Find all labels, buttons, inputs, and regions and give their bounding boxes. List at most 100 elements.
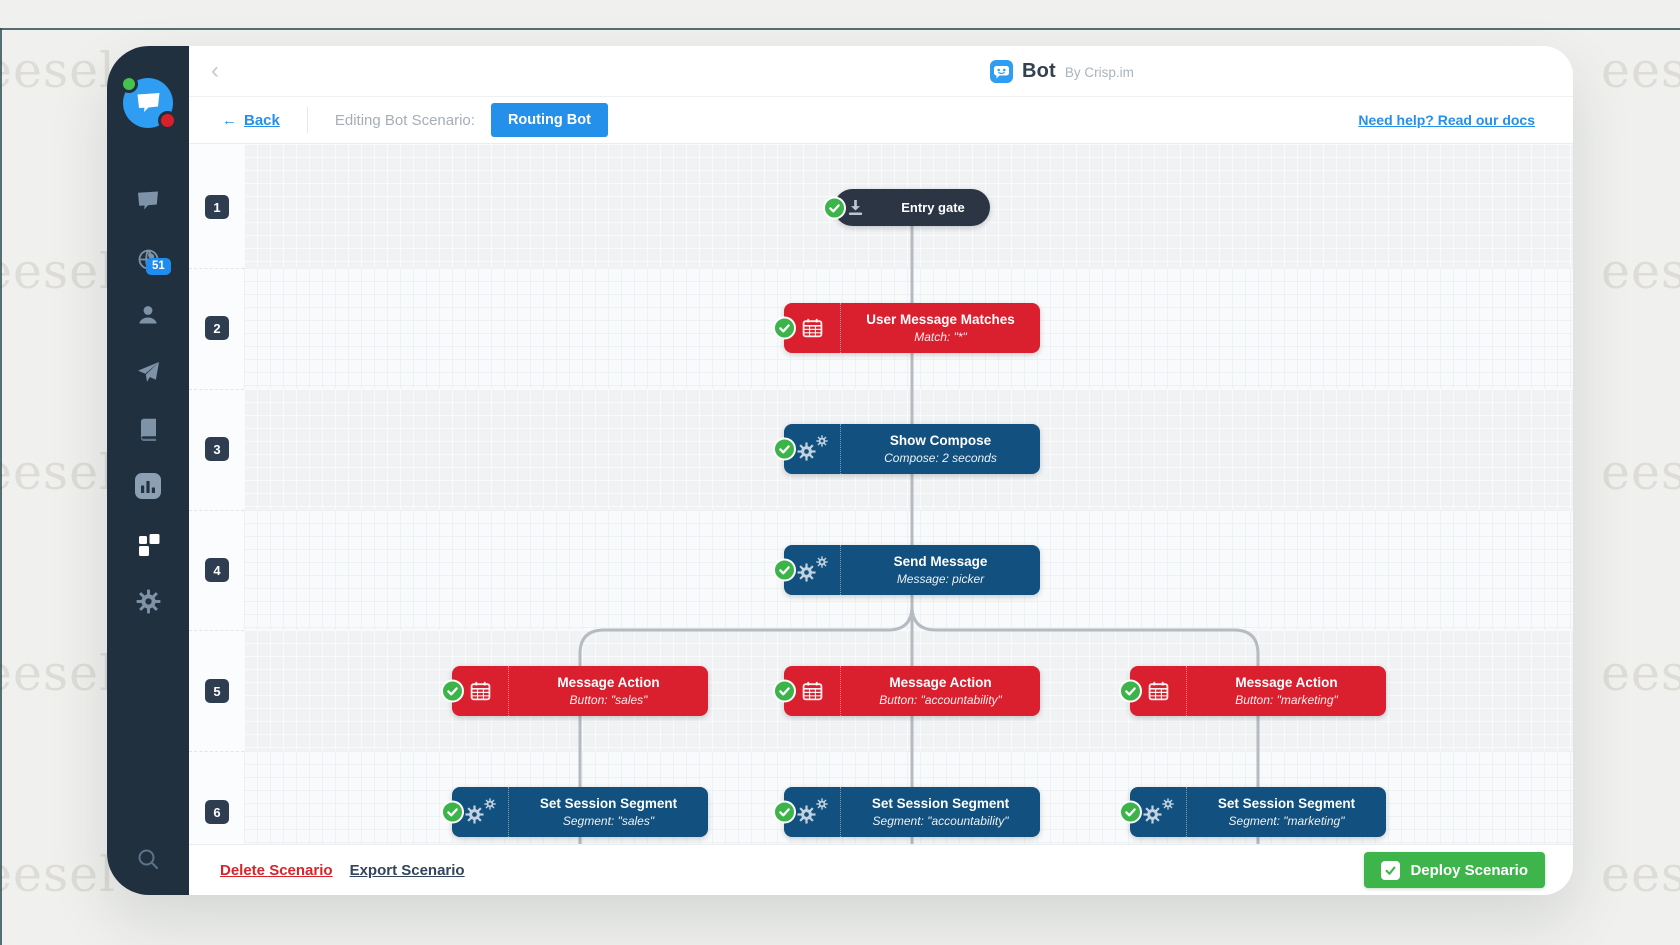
check-badge — [773, 316, 796, 340]
scenario-toolbar: ← Back Editing Bot Scenario: Routing Bot… — [189, 97, 1573, 144]
gutter-cell — [189, 630, 244, 752]
node-title: User Message Matches — [866, 311, 1015, 327]
help-docs-link[interactable]: Need help? Read our docs — [1358, 112, 1535, 128]
deploy-scenario-button[interactable]: Deploy Scenario — [1364, 852, 1545, 888]
sidebar-item-contacts[interactable] — [133, 302, 163, 328]
node-title: Message Action — [557, 674, 660, 690]
node-message-action-marketing[interactable]: Message Action Button: "marketing" — [1119, 666, 1386, 716]
sidebar-item-search[interactable] — [133, 846, 163, 872]
gutter-cell — [189, 389, 244, 511]
bar-chart-icon — [135, 473, 161, 499]
sidebar-item-visitors[interactable]: 51 — [133, 246, 171, 275]
node-subtitle: Button: "accountability" — [879, 693, 1002, 708]
page-frame-left-line — [0, 28, 2, 945]
row-number-badge: 5 — [205, 679, 229, 703]
watermark-text: eesel — [0, 444, 116, 501]
scenario-footer: Delete Scenario Export Scenario Deploy S… — [189, 844, 1573, 895]
export-scenario-link[interactable]: Export Scenario — [349, 861, 465, 879]
watermark-text: eesel — [0, 243, 116, 300]
watermark-text: eesel — [0, 42, 116, 99]
sidebar-item-campaigns[interactable] — [133, 359, 163, 385]
calendar-icon — [784, 666, 841, 716]
node-user-message-matches[interactable]: User Message Matches Match: "*" — [773, 303, 1040, 353]
node-message-action-sales[interactable]: Message Action Button: "sales" — [441, 666, 708, 716]
node-title: Set Session Segment — [539, 795, 678, 811]
gears-icon — [1130, 787, 1187, 837]
check-badge — [773, 679, 796, 703]
gutter-cell — [189, 268, 244, 390]
node-subtitle: Button: "marketing" — [1235, 693, 1338, 708]
check-badge — [441, 679, 464, 703]
back-arrow-icon: ← — [222, 111, 237, 129]
chat-bubble-logo-icon — [137, 93, 159, 112]
node-set-session-segment-accountability[interactable]: Set Session Segment Segment: "accountabil… — [773, 787, 1040, 837]
calendar-icon — [784, 303, 841, 353]
canvas-row-band — [244, 268, 1573, 390]
sidebar-item-inbox[interactable] — [133, 188, 163, 214]
row-number-badge: 4 — [205, 558, 229, 582]
row-number-badge: 6 — [205, 800, 229, 824]
node-title: Set Session Segment — [1217, 795, 1356, 811]
sidebar-item-settings[interactable] — [133, 588, 163, 614]
page-frame-top-line — [0, 28, 1680, 30]
watermark-text: eesel — [1601, 42, 1680, 99]
person-icon — [139, 306, 157, 324]
crisp-logo[interactable] — [120, 75, 177, 130]
node-subtitle: Segment: "accountability" — [872, 814, 1009, 829]
connector-lines — [578, 223, 1260, 844]
delete-scenario-link[interactable]: Delete Scenario — [220, 861, 333, 879]
node-send-message[interactable]: Send Message Message: picker — [773, 545, 1040, 595]
node-title: Entry gate — [901, 199, 965, 215]
crisp-bot-editor-window: 51 — [107, 46, 1573, 895]
node-title: Message Action — [889, 674, 992, 690]
editing-scenario-label: Editing Bot Scenario: — [334, 111, 475, 129]
gear-icon — [136, 589, 161, 614]
node-title: Show Compose — [889, 432, 992, 448]
watermark-text: eesel — [1601, 645, 1680, 702]
plugin-title-group: Bot By Crisp.im — [990, 46, 1134, 96]
gears-icon — [784, 545, 841, 595]
canvas-row-band — [244, 510, 1573, 631]
scenario-name-button[interactable]: Routing Bot — [490, 103, 608, 137]
node-set-session-segment-marketing[interactable]: Set Session Segment Segment: "marketing" — [1119, 787, 1386, 837]
node-message-action-accountability[interactable]: Message Action Button: "accountability" — [773, 666, 1040, 716]
check-badge — [823, 196, 846, 219]
back-label: Back — [244, 111, 280, 129]
watermark-text: eesel — [0, 846, 116, 903]
checkbox-checked-icon — [1381, 860, 1401, 880]
back-chevron-icon[interactable]: ‹ — [211, 57, 219, 84]
node-set-session-segment-sales[interactable]: Set Session Segment Segment: "sales" — [441, 787, 708, 837]
node-subtitle: Button: "sales" — [569, 693, 648, 708]
sidebar-item-helpdesk[interactable] — [133, 416, 163, 442]
check-badge — [441, 800, 464, 824]
search-icon — [138, 849, 158, 869]
gutter-cell — [189, 510, 244, 631]
check-badge — [1119, 800, 1142, 824]
deploy-scenario-label: Deploy Scenario — [1410, 861, 1528, 879]
node-show-compose[interactable]: Show Compose Compose: 2 seconds — [773, 424, 1040, 474]
node-title: Set Session Segment — [871, 795, 1010, 811]
paper-plane-icon — [138, 362, 159, 382]
back-link[interactable]: ← Back — [222, 112, 280, 129]
plugin-byline: By Crisp.im — [1064, 64, 1134, 80]
node-entry-gate[interactable]: Entry gate — [823, 189, 990, 226]
watermark-text: eesel — [0, 645, 116, 702]
row-number-badge: 1 — [205, 195, 229, 219]
check-badge — [773, 800, 796, 824]
sidebar-item-analytics[interactable] — [133, 473, 163, 499]
calendar-icon — [1130, 666, 1187, 716]
gutter-cell — [189, 144, 244, 269]
scenario-canvas: 1 2 3 4 5 6 — [189, 144, 1573, 844]
gears-icon — [784, 424, 841, 474]
row-number-badge: 2 — [205, 316, 229, 340]
check-badge — [1119, 679, 1142, 703]
alert-status-dot — [158, 111, 177, 130]
sidebar: 51 — [107, 46, 189, 895]
plugin-title: Bot — [1022, 59, 1056, 82]
watermark-text: eesel — [1601, 444, 1680, 501]
watermark-text: eesel — [1601, 243, 1680, 300]
gears-icon — [452, 787, 509, 837]
calendar-icon — [452, 666, 509, 716]
sidebar-item-plugins[interactable] — [133, 531, 163, 557]
check-badge — [773, 558, 796, 582]
